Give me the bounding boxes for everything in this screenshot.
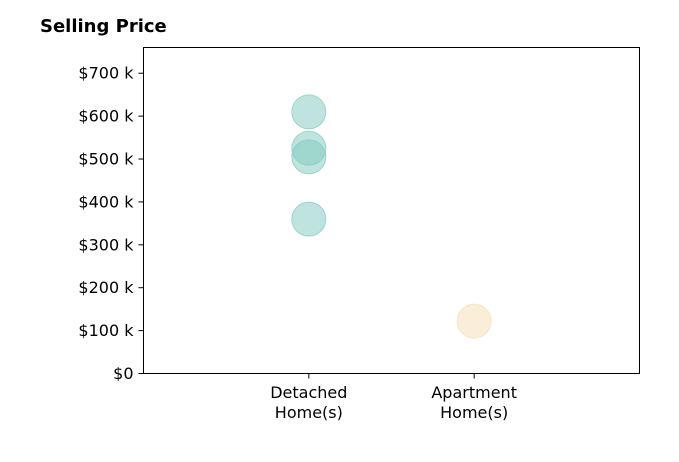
y-tick-label: $200 k: [78, 278, 134, 297]
x-tick-label: Detached Home(s): [270, 383, 347, 422]
y-tick-label: $500 k: [78, 150, 134, 169]
chart-marks: [291, 94, 492, 339]
y-axis: $0 $100 k $200 k $300 k $400 k $500 k $600 k $7…: [78, 64, 144, 383]
x-tick-label: Apartment Home(s): [431, 383, 517, 422]
data-point-0-0: [291, 94, 327, 130]
data-point-1-0: [456, 303, 492, 339]
x-axis: Detached Home(s) Apartment Home(s): [270, 373, 517, 422]
y-tick-label: $300 k: [78, 235, 134, 254]
y-tick-label: $0: [113, 364, 133, 383]
y-tick-label: $600 k: [78, 107, 134, 126]
plot-frame: [143, 47, 640, 374]
y-tick-label: $700 k: [78, 64, 134, 83]
data-point-0-2: [291, 139, 327, 175]
data-point-0-3: [291, 201, 327, 237]
chart-title: Selling Price: [40, 16, 167, 37]
y-tick-label: $100 k: [78, 321, 134, 340]
y-tick-label: $400 k: [78, 192, 134, 211]
